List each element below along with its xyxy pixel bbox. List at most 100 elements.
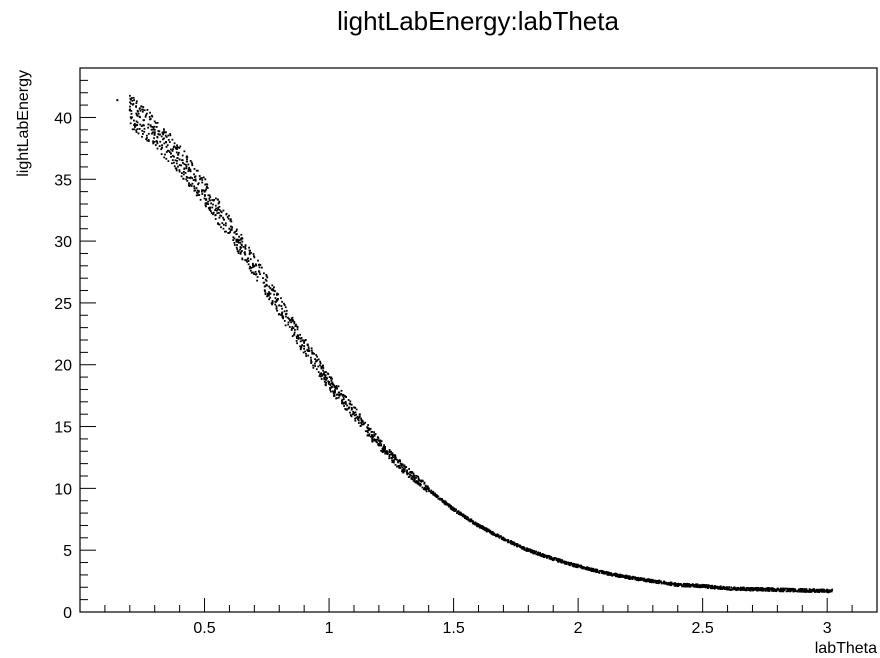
data-point	[153, 134, 156, 136]
data-point	[337, 391, 340, 394]
data-point	[133, 128, 136, 131]
data-point	[240, 243, 243, 246]
data-point	[307, 346, 310, 349]
data-point	[170, 148, 172, 151]
data-point	[139, 123, 142, 126]
data-point	[282, 317, 284, 320]
data-point	[812, 589, 815, 592]
data-point	[137, 132, 140, 135]
data-point	[580, 565, 582, 568]
data-point	[263, 289, 266, 292]
data-point	[324, 374, 327, 377]
data-point	[153, 125, 156, 128]
data-point	[189, 160, 192, 162]
data-point	[384, 446, 386, 448]
data-point	[718, 587, 720, 590]
data-point	[329, 389, 332, 391]
data-point	[258, 270, 260, 273]
data-point	[461, 513, 463, 516]
data-point	[367, 424, 369, 426]
data-point	[519, 545, 522, 548]
data-point	[332, 383, 335, 386]
data-point	[191, 164, 194, 167]
data-point	[431, 492, 434, 495]
data-point	[249, 265, 251, 268]
data-point	[614, 574, 617, 577]
data-point	[229, 218, 232, 221]
data-point	[235, 240, 238, 243]
data-point	[336, 387, 338, 390]
data-point	[622, 576, 625, 578]
data-point	[333, 395, 336, 397]
data-point	[476, 522, 479, 525]
data-point	[656, 580, 659, 582]
data-point	[496, 535, 499, 538]
data-point	[673, 582, 676, 585]
data-point	[273, 293, 275, 296]
data-point	[274, 290, 276, 293]
data-point	[524, 548, 526, 551]
data-point	[310, 359, 312, 361]
y-tick-labels: 0 5 10 15 20 25 30 35 40	[54, 110, 72, 622]
data-point	[151, 131, 154, 134]
data-point	[751, 588, 754, 590]
data-point	[394, 454, 396, 456]
data-point	[349, 411, 351, 414]
data-point	[185, 178, 188, 181]
data-point	[220, 211, 223, 214]
data-point	[233, 242, 236, 244]
data-point	[153, 131, 156, 134]
data-point	[330, 377, 332, 380]
data-point	[329, 383, 331, 386]
data-point	[394, 457, 397, 459]
data-point	[376, 438, 379, 441]
data-point	[531, 551, 534, 554]
data-point	[276, 299, 278, 302]
data-point	[600, 572, 603, 574]
data-point	[129, 97, 132, 100]
data-point	[215, 207, 217, 210]
data-point	[207, 203, 210, 205]
data-point	[176, 144, 178, 147]
axis-ticks	[80, 67, 878, 613]
data-point	[173, 142, 176, 145]
data-point	[381, 450, 384, 452]
data-point	[795, 590, 798, 593]
data-point	[170, 152, 172, 155]
data-point	[648, 580, 650, 582]
data-point	[270, 302, 273, 305]
data-point	[142, 106, 145, 108]
data-point	[408, 468, 410, 470]
data-point	[382, 446, 385, 449]
data-point	[189, 170, 192, 173]
data-point	[755, 587, 758, 590]
data-point	[754, 588, 756, 591]
data-point	[264, 290, 266, 292]
data-point	[177, 153, 179, 156]
data-point	[146, 134, 148, 137]
data-point	[201, 177, 203, 179]
data-point	[719, 588, 722, 590]
data-point	[798, 588, 801, 591]
data-point	[551, 559, 554, 562]
data-point	[248, 249, 251, 252]
data-point	[700, 586, 703, 588]
data-point	[236, 238, 239, 241]
data-point	[575, 565, 577, 568]
data-point	[212, 203, 214, 206]
data-point	[153, 137, 155, 140]
data-point	[411, 475, 414, 478]
data-point	[171, 150, 174, 152]
data-point	[235, 233, 238, 236]
data-point	[548, 555, 551, 557]
data-point	[377, 443, 379, 446]
data-point	[253, 256, 256, 259]
data-point	[135, 106, 137, 108]
data-point	[658, 579, 661, 582]
data-point	[334, 389, 336, 391]
data-point	[591, 569, 593, 572]
data-point	[188, 184, 190, 186]
data-point	[409, 471, 412, 473]
data-point	[320, 366, 323, 369]
data-point	[416, 482, 419, 485]
